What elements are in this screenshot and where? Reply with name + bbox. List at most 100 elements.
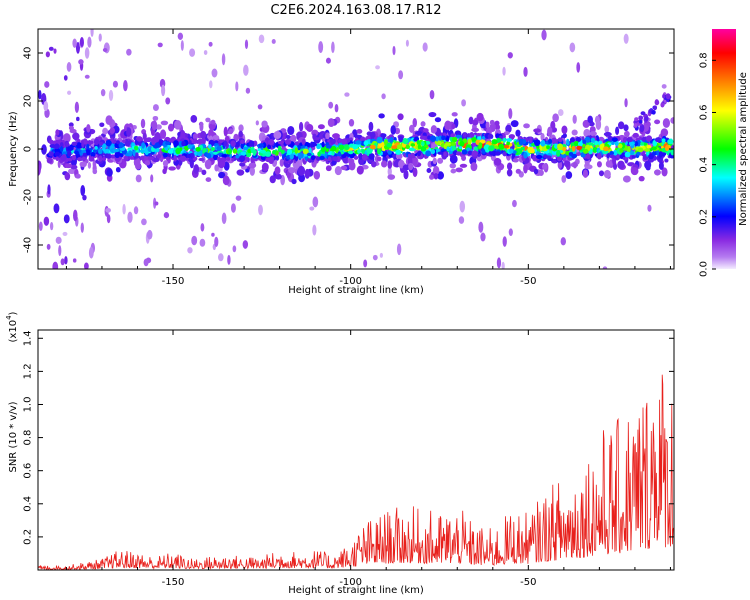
- heat-speckle: [569, 42, 576, 53]
- heat-core: [368, 153, 375, 160]
- heat-core: [301, 138, 306, 146]
- heat-halo: [494, 120, 500, 126]
- heat-halo: [152, 115, 159, 121]
- heat-core: [67, 150, 72, 157]
- heat-halo: [461, 155, 467, 161]
- heat-halo: [428, 111, 437, 118]
- heat-halo: [201, 169, 207, 176]
- heat-core: [476, 133, 481, 137]
- heat-core: [280, 149, 285, 154]
- heat-core: [187, 144, 193, 149]
- colorbar-tick-label: 0.6: [699, 105, 710, 121]
- heat-halo: [390, 125, 396, 135]
- heat-halo: [140, 118, 146, 129]
- heat-core: [49, 140, 55, 145]
- heat-core: [461, 149, 468, 155]
- heat-halo: [594, 115, 600, 124]
- heat-halo: [408, 162, 414, 171]
- heat-speckle: [141, 218, 147, 226]
- heat-core: [459, 141, 465, 147]
- heat-halo: [412, 118, 418, 128]
- heat-core: [223, 140, 228, 147]
- heat-core: [218, 152, 223, 156]
- heat-core: [67, 146, 74, 152]
- heat-speckle: [478, 221, 484, 233]
- heat-core: [622, 137, 627, 143]
- heat-speckle: [211, 68, 218, 78]
- heat-core: [206, 152, 212, 159]
- heat-core: [617, 143, 623, 149]
- heat-core: [628, 141, 635, 146]
- heat-core: [427, 135, 431, 140]
- heat-speckle: [45, 51, 50, 58]
- heat-core: [76, 142, 82, 149]
- heat-core: [284, 138, 292, 145]
- heat-core: [151, 137, 156, 142]
- x-tick-label: -100: [339, 577, 362, 588]
- heat-core: [140, 155, 145, 161]
- heat-core: [437, 151, 444, 155]
- heat-halo: [199, 121, 204, 132]
- heat-core: [417, 151, 421, 157]
- heat-halo: [533, 128, 541, 133]
- heat-core: [547, 138, 553, 144]
- heat-core: [435, 136, 439, 142]
- colorbar-tick-label: 0.2: [699, 209, 710, 225]
- heat-halo: [540, 132, 545, 141]
- heat-halo: [239, 162, 246, 167]
- heat-speckle: [38, 89, 42, 100]
- snr-frame: [37, 329, 675, 571]
- heat-core: [391, 145, 398, 149]
- heat-halo: [598, 170, 605, 177]
- heat-speckle: [405, 39, 409, 47]
- heat-halo: [630, 167, 639, 176]
- heat-halo: [151, 120, 158, 131]
- spectrogram-x-ticks: -150 -100 -50: [65, 29, 671, 287]
- heat-core: [582, 148, 589, 154]
- heat-core: [369, 144, 376, 150]
- heat-core: [353, 155, 359, 160]
- heat-halo: [159, 129, 167, 139]
- heat-core: [568, 152, 574, 156]
- heat-halo: [317, 124, 325, 130]
- heat-core: [310, 155, 316, 161]
- heat-speckle: [363, 259, 368, 268]
- heat-core: [252, 149, 257, 157]
- heat-speckle: [214, 236, 219, 248]
- heat-core: [652, 139, 658, 147]
- heat-halo: [68, 168, 76, 175]
- heat-core: [250, 156, 255, 163]
- heat-core: [77, 157, 82, 162]
- heat-speckle: [372, 254, 378, 261]
- heat-core: [503, 144, 510, 149]
- heat-halo: [306, 123, 314, 132]
- heat-core: [248, 140, 255, 147]
- heat-halo: [109, 127, 115, 134]
- heat-core: [469, 131, 475, 139]
- heat-core: [54, 151, 61, 157]
- heat-core: [112, 148, 120, 153]
- heat-core: [235, 141, 240, 148]
- heat-core: [420, 141, 425, 147]
- heat-halo: [572, 114, 577, 124]
- heat-halo: [583, 128, 591, 138]
- x-tick-label: -150: [162, 276, 185, 287]
- heat-core: [173, 154, 177, 162]
- heat-core: [419, 135, 426, 140]
- heat-speckle: [55, 236, 62, 244]
- heat-core: [614, 141, 619, 146]
- heat-core: [294, 147, 299, 154]
- heat-halo: [654, 169, 661, 176]
- heat-halo: [512, 158, 519, 163]
- heat-speckle: [112, 80, 118, 88]
- heat-core: [307, 158, 311, 162]
- heat-core: [49, 143, 56, 149]
- heat-core: [446, 146, 450, 152]
- heat-core: [60, 154, 67, 161]
- heat-core: [228, 148, 232, 155]
- heat-core: [221, 154, 227, 158]
- heat-halo: [304, 168, 310, 179]
- heat-halo: [376, 156, 382, 162]
- heat-halo: [587, 115, 593, 124]
